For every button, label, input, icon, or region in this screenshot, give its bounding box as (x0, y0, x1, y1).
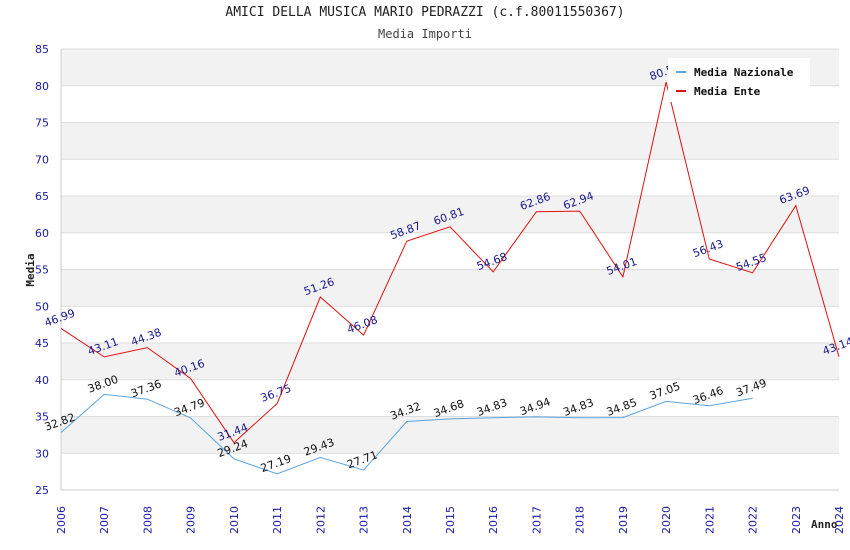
x-tick-label: 2018 (574, 506, 587, 534)
y-tick-label: 75 (35, 117, 49, 130)
y-tick-label: 35 (35, 411, 49, 424)
y-tick-label: 40 (35, 374, 49, 387)
legend: Media Nazionale Media Ente (668, 58, 810, 102)
legend-label: Media Nazionale (694, 66, 794, 79)
y-tick-label: 65 (35, 190, 49, 203)
x-tick-label: 2007 (98, 506, 111, 534)
y-tick-label: 30 (35, 447, 49, 460)
grid-band (61, 343, 839, 380)
x-axis-ticks: 2006 2007 2008 2009 2010 2011 2012 2013 2014 2015… (55, 506, 846, 534)
y-tick-label: 85 (35, 43, 49, 56)
legend-label: Media Ente (694, 85, 761, 98)
y-tick-label: 25 (35, 484, 49, 497)
x-tick-label: 2011 (271, 506, 284, 534)
grid-band (61, 269, 839, 307)
y-axis-title: Media (24, 253, 37, 286)
x-tick-label: 2019 (617, 506, 630, 534)
y-tick-label: 80 (35, 80, 49, 93)
grid-lines (60, 48, 839, 491)
x-tick-label: 2012 (314, 506, 327, 534)
x-tick-label: 2024 (833, 506, 846, 534)
y-tick-label: 70 (35, 153, 49, 166)
x-tick-label: 2015 (444, 506, 457, 534)
x-tick-label: 2009 (185, 506, 198, 534)
y-axis-ticks: 25 30 35 40 45 50 55 60 65 70 75 80 85 (35, 43, 49, 497)
legend-box (668, 58, 810, 102)
x-tick-label: 2017 (530, 506, 543, 534)
x-axis-title: Anno (811, 518, 838, 531)
chart-title: AMICI DELLA MUSICA MARIO PEDRAZZI (c.f.8… (225, 5, 625, 20)
x-tick-label: 2022 (747, 506, 760, 534)
grid-band (61, 232, 839, 270)
grid-band (61, 416, 839, 454)
x-tick-label: 2020 (660, 506, 673, 534)
series-line (60, 393, 753, 475)
x-tick-label: 2013 (358, 506, 371, 534)
series-lines (60, 81, 840, 475)
grid-band (61, 379, 839, 417)
x-tick-label: 2010 (228, 506, 241, 534)
x-tick-label: 2021 (703, 506, 716, 534)
grid-band (61, 159, 839, 196)
x-tick-label: 2006 (55, 506, 68, 534)
y-tick-label: 55 (35, 264, 49, 277)
chart-subtitle: Media Importi (378, 27, 472, 41)
series-line (60, 81, 840, 444)
grid-band (61, 453, 839, 490)
x-tick-label: 2014 (401, 506, 414, 534)
y-tick-label: 45 (35, 337, 49, 350)
x-tick-label: 2008 (141, 506, 154, 534)
x-tick-label: 2023 (790, 506, 803, 534)
x-tick-label: 2016 (487, 506, 500, 534)
y-tick-label: 50 (35, 300, 49, 313)
y-tick-label: 60 (35, 227, 49, 240)
grid-band (61, 306, 839, 343)
grid-band (61, 122, 839, 160)
